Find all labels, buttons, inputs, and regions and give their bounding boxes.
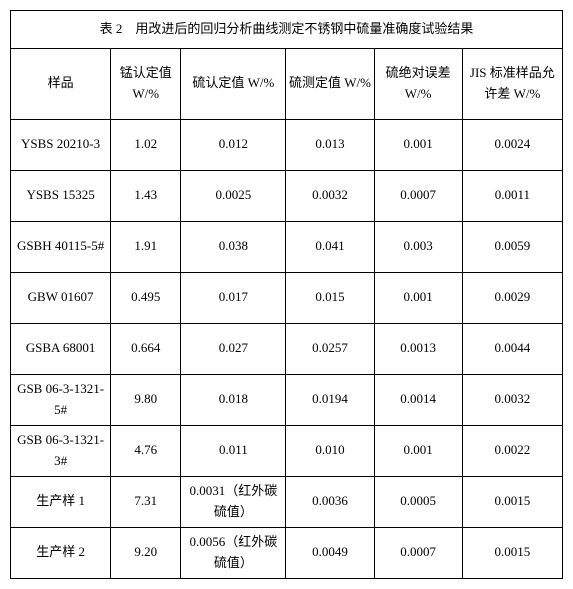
col-header-s-meas: 硫测定值 W/% xyxy=(286,48,374,119)
cell-sample-name: YSBS 15325 xyxy=(11,170,111,221)
cell-value: 0.0007 xyxy=(374,527,462,578)
cell-value: 0.0049 xyxy=(286,527,374,578)
table-caption-row: 表 2 用改进后的回归分析曲线测定不锈钢中硫量准确度试验结果 xyxy=(11,11,563,49)
cell-value: 0.0257 xyxy=(286,323,374,374)
cell-value: 7.31 xyxy=(111,476,181,527)
table-row: GSBH 40115-5#1.910.0380.0410.0030.0059 xyxy=(11,221,563,272)
cell-value: 4.76 xyxy=(111,425,181,476)
table-row: GSB 06-3-1321-5#9.800.0180.01940.00140.0… xyxy=(11,374,563,425)
cell-value: 0.0032 xyxy=(286,170,374,221)
cell-value: 1.02 xyxy=(111,119,181,170)
cell-value: 0.017 xyxy=(181,272,286,323)
cell-sample-name: 生产样 1 xyxy=(11,476,111,527)
table-row: YSBS 20210-31.020.0120.0130.0010.0024 xyxy=(11,119,563,170)
cell-value: 0.038 xyxy=(181,221,286,272)
table-caption: 表 2 用改进后的回归分析曲线测定不锈钢中硫量准确度试验结果 xyxy=(11,11,563,49)
cell-value: 1.43 xyxy=(111,170,181,221)
cell-value: 0.0024 xyxy=(462,119,562,170)
cell-value: 0.001 xyxy=(374,425,462,476)
col-header-jis: JIS 标准样品允许差 W/% xyxy=(462,48,562,119)
cell-value: 0.0029 xyxy=(462,272,562,323)
cell-value: 9.20 xyxy=(111,527,181,578)
cell-value: 0.027 xyxy=(181,323,286,374)
cell-value: 0.0015 xyxy=(462,476,562,527)
cell-value: 0.0005 xyxy=(374,476,462,527)
cell-value: 0.0194 xyxy=(286,374,374,425)
cell-value: 1.91 xyxy=(111,221,181,272)
cell-value: 0.0059 xyxy=(462,221,562,272)
cell-value: 0.0056（红外碳硫值） xyxy=(181,527,286,578)
cell-value: 0.0031（红外碳硫值） xyxy=(181,476,286,527)
cell-value: 0.0036 xyxy=(286,476,374,527)
cell-value: 0.012 xyxy=(181,119,286,170)
table-row: YSBS 153251.430.00250.00320.00070.0011 xyxy=(11,170,563,221)
cell-value: 0.018 xyxy=(181,374,286,425)
cell-value: 0.0032 xyxy=(462,374,562,425)
cell-sample-name: GBW 01607 xyxy=(11,272,111,323)
table-row: 生产样 29.200.0056（红外碳硫值）0.00490.00070.0015 xyxy=(11,527,563,578)
cell-value: 0.0015 xyxy=(462,527,562,578)
cell-value: 0.0022 xyxy=(462,425,562,476)
table-row: GSBA 680010.6640.0270.02570.00130.0044 xyxy=(11,323,563,374)
cell-value: 0.0007 xyxy=(374,170,462,221)
cell-value: 0.0011 xyxy=(462,170,562,221)
table-header-row: 样品 锰认定值 W/% 硫认定值 W/% 硫测定值 W/% 硫绝对误差 W/% … xyxy=(11,48,563,119)
cell-sample-name: 生产样 2 xyxy=(11,527,111,578)
cell-value: 0.041 xyxy=(286,221,374,272)
cell-value: 0.664 xyxy=(111,323,181,374)
cell-value: 0.0014 xyxy=(374,374,462,425)
cell-sample-name: YSBS 20210-3 xyxy=(11,119,111,170)
col-header-mn: 锰认定值 W/% xyxy=(111,48,181,119)
accuracy-results-table: 表 2 用改进后的回归分析曲线测定不锈钢中硫量准确度试验结果 样品 锰认定值 W… xyxy=(10,10,563,579)
cell-value: 0.0044 xyxy=(462,323,562,374)
col-header-s-abs: 硫绝对误差 W/% xyxy=(374,48,462,119)
cell-value: 9.80 xyxy=(111,374,181,425)
cell-value: 0.001 xyxy=(374,119,462,170)
cell-value: 0.0025 xyxy=(181,170,286,221)
cell-sample-name: GSBA 68001 xyxy=(11,323,111,374)
cell-sample-name: GSBH 40115-5# xyxy=(11,221,111,272)
cell-sample-name: GSB 06-3-1321-5# xyxy=(11,374,111,425)
col-header-s-cert: 硫认定值 W/% xyxy=(181,48,286,119)
cell-sample-name: GSB 06-3-1321-3# xyxy=(11,425,111,476)
cell-value: 0.010 xyxy=(286,425,374,476)
col-header-sample: 样品 xyxy=(11,48,111,119)
cell-value: 0.001 xyxy=(374,272,462,323)
table-row: 生产样 17.310.0031（红外碳硫值）0.00360.00050.0015 xyxy=(11,476,563,527)
cell-value: 0.011 xyxy=(181,425,286,476)
cell-value: 0.495 xyxy=(111,272,181,323)
cell-value: 0.013 xyxy=(286,119,374,170)
cell-value: 0.0013 xyxy=(374,323,462,374)
cell-value: 0.003 xyxy=(374,221,462,272)
cell-value: 0.015 xyxy=(286,272,374,323)
table-row: GBW 016070.4950.0170.0150.0010.0029 xyxy=(11,272,563,323)
table-row: GSB 06-3-1321-3#4.760.0110.0100.0010.002… xyxy=(11,425,563,476)
